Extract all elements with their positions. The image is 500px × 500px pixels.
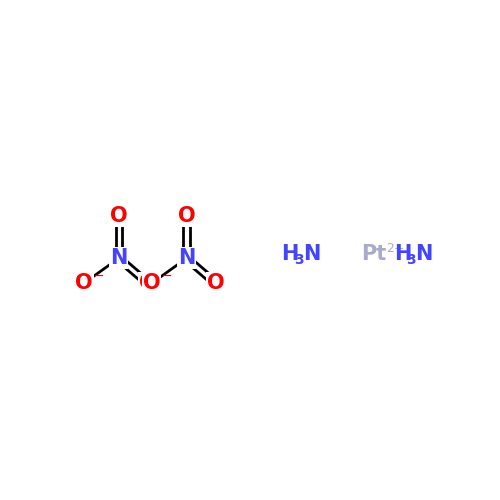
Text: H: H bbox=[282, 244, 299, 264]
Text: N: N bbox=[110, 248, 128, 268]
Text: N: N bbox=[303, 244, 320, 264]
Text: N: N bbox=[415, 244, 432, 264]
Text: O: O bbox=[75, 274, 92, 293]
Text: 3: 3 bbox=[294, 253, 304, 267]
Text: O: O bbox=[207, 274, 224, 293]
Text: 3: 3 bbox=[406, 253, 416, 267]
Text: 2+: 2+ bbox=[386, 242, 404, 255]
Text: Pt: Pt bbox=[361, 244, 386, 264]
Text: −: − bbox=[94, 270, 104, 283]
Text: O: O bbox=[178, 206, 196, 226]
Text: N: N bbox=[178, 248, 195, 268]
Text: O: O bbox=[110, 206, 128, 226]
Text: H: H bbox=[394, 244, 411, 264]
Text: −: − bbox=[162, 270, 172, 283]
Text: O: O bbox=[143, 274, 160, 293]
Text: O: O bbox=[139, 274, 156, 293]
